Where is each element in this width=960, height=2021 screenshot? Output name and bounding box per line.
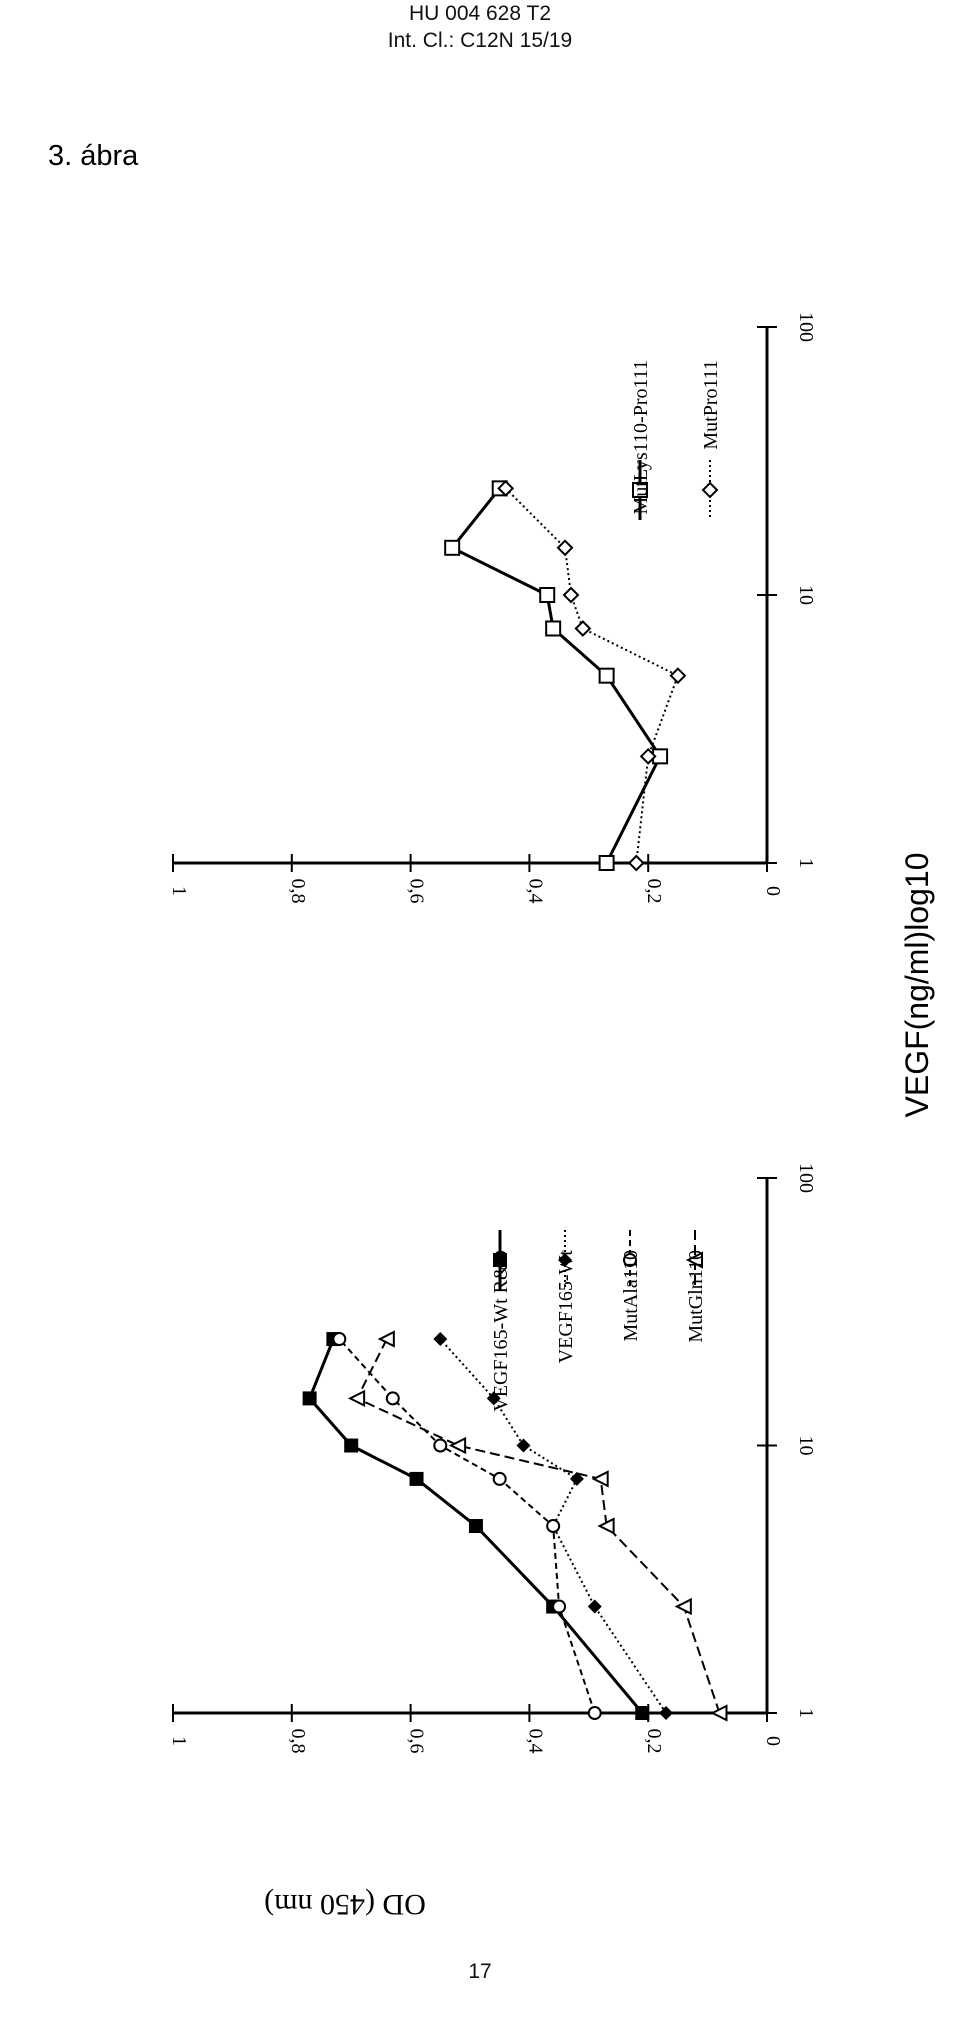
data-point [546, 1519, 561, 1534]
data-point [659, 1706, 674, 1720]
data-point [347, 1389, 366, 1408]
data-point [448, 1436, 467, 1455]
series-2-1 [444, 480, 669, 871]
x-tick-label: 10 [795, 1436, 817, 1456]
series-line [449, 487, 662, 864]
y-tick-label: 0,6 [406, 1729, 428, 1754]
classification: Int. Cl.: C12N 15/19 [387, 29, 573, 52]
chart-panel-2: 0 0,2 0,4 0,6 0,8 1 1 10 100 MutLys110-Pro111 MutP… [168, 312, 817, 904]
data-point [569, 1471, 584, 1486]
data-point [562, 586, 580, 604]
data-point [591, 1470, 609, 1488]
data-point [433, 1332, 448, 1347]
page-number: 17 [468, 1960, 492, 1983]
series-1-1 [302, 1332, 650, 1720]
y-tick-label: 0,8 [287, 879, 309, 904]
data-point [385, 1391, 400, 1406]
data-point [632, 482, 648, 498]
x-tick-label: 100 [795, 1163, 817, 1193]
y-tick-label: 0,4 [524, 879, 546, 904]
legend-label: MutGln110 [685, 1250, 707, 1343]
y-axis-label: OD (450 nm) [264, 1888, 426, 1921]
x-tick-label: 10 [795, 585, 817, 605]
y-tick-label: 0,2 [643, 879, 665, 904]
data-point [539, 587, 556, 603]
data-point [545, 620, 562, 637]
legend-label: MutLys110-Pro111 [630, 360, 652, 514]
data-point [516, 1438, 531, 1453]
data-point [598, 855, 615, 871]
data-point [710, 1704, 728, 1722]
data-point [674, 1597, 692, 1616]
legend-label: MutPro111 [700, 360, 722, 450]
data-point [444, 539, 461, 556]
series-1-3 [332, 1332, 602, 1720]
data-point [669, 667, 687, 685]
x-axis-label: VEGF(ng/ml)log10 [899, 853, 935, 1118]
series-line [504, 487, 680, 864]
legend-label: VEGF165-Wt R&D [490, 1250, 512, 1412]
data-point [332, 1332, 347, 1347]
data-point [492, 1471, 507, 1486]
data-point [623, 1253, 637, 1267]
data-point [635, 1706, 650, 1720]
data-point [344, 1438, 359, 1453]
chart-panel-1: 0 0,2 0,4 0,6 0,8 1 1 10 100 VEGF165-Wt R&D VEGF16… [168, 1163, 817, 1754]
data-point [468, 1519, 483, 1534]
y-tick-label: 0,2 [643, 1729, 665, 1754]
data-point [433, 1438, 448, 1453]
data-point [598, 667, 615, 684]
data-point [486, 1391, 501, 1406]
data-point [701, 481, 719, 499]
y-tick-label: 0 [762, 886, 784, 896]
data-point [377, 1330, 395, 1348]
series-line [355, 1338, 721, 1714]
y-tick-label: 0,6 [406, 879, 428, 904]
y-tick-label: 1 [168, 1736, 190, 1746]
data-point [685, 1251, 703, 1269]
figure-label: 3. ábra [48, 140, 139, 172]
data-point [558, 1253, 572, 1267]
y-tick-label: 0,8 [287, 1729, 309, 1754]
data-point [302, 1391, 317, 1406]
x-tick-label: 1 [795, 1708, 817, 1718]
y-tick-label: 0,4 [524, 1729, 546, 1754]
data-point [556, 539, 574, 557]
data-point [597, 1517, 615, 1535]
y-tick-label: 1 [168, 886, 190, 896]
data-point [639, 747, 657, 765]
data-point [493, 1253, 507, 1267]
x-tick-label: 100 [795, 312, 817, 342]
legend-label: VEGF165-Wt [555, 1250, 577, 1364]
data-point [587, 1599, 602, 1614]
data-point [552, 1599, 567, 1614]
data-point [587, 1706, 602, 1720]
series-1-4 [347, 1330, 728, 1722]
series-2-2 [497, 479, 687, 872]
data-point [497, 479, 515, 497]
document-number: HU 004 628 T2 [408, 2, 552, 25]
data-point [627, 854, 645, 872]
data-point [574, 620, 592, 637]
data-point [409, 1471, 424, 1486]
y-tick-label: 0 [762, 1736, 784, 1746]
legend-label: MutAla110 [620, 1250, 642, 1341]
x-tick-label: 1 [795, 858, 817, 868]
